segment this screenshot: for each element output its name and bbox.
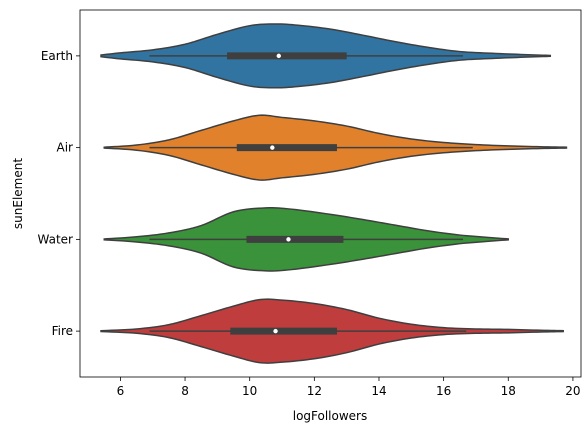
x-tick-label: 8 — [181, 384, 189, 398]
violin-water — [103, 207, 510, 272]
y-tick-label: Water — [38, 232, 74, 246]
y-axis-label: sunElement — [11, 158, 25, 229]
x-tick-label: 16 — [436, 384, 451, 398]
violin-earth — [100, 23, 552, 89]
x-tick-label: 20 — [565, 384, 580, 398]
y-axis-ticks: Earth Air Water Fire — [38, 49, 80, 338]
iqr-box — [246, 235, 344, 243]
x-tick-label: 6 — [117, 384, 125, 398]
y-tick-label: Fire — [52, 324, 73, 338]
violin-air — [103, 114, 568, 181]
median-point — [276, 53, 281, 59]
y-tick-label: Air — [57, 141, 74, 155]
plot-frame — [79, 9, 582, 378]
y-tick-label: Earth — [41, 49, 73, 63]
x-tick-label: 10 — [242, 384, 257, 398]
x-axis-label: logFollowers — [293, 409, 368, 423]
x-tick-label: 12 — [307, 384, 322, 398]
median-point — [270, 145, 275, 150]
violins-layer — [100, 23, 568, 364]
median-point — [273, 328, 278, 334]
violin-fire — [100, 298, 564, 364]
iqr-box — [227, 52, 347, 60]
median-point — [286, 237, 291, 242]
iqr-box — [236, 144, 337, 152]
x-axis-ticks: 6 8 10 12 14 16 18 20 — [117, 377, 581, 398]
x-tick-label: 18 — [501, 384, 516, 398]
iqr-box — [230, 327, 337, 335]
x-tick-label: 14 — [371, 384, 386, 398]
